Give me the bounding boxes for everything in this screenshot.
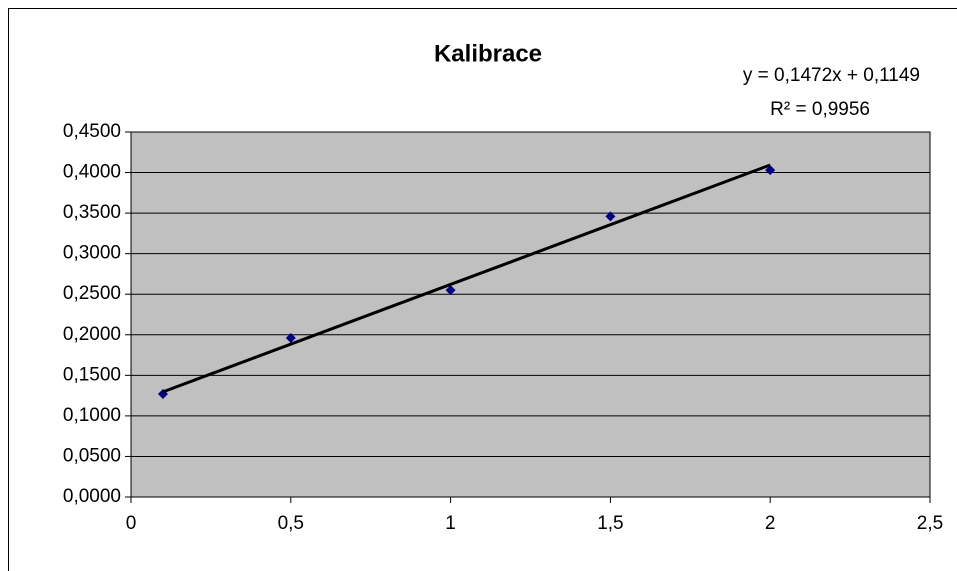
r-squared: R² = 0,9956 (770, 99, 870, 120)
y-tick-label: 0,0000 (63, 486, 121, 507)
chart-title: Kalibrace (434, 40, 542, 67)
y-tick-label: 0,2000 (63, 324, 121, 345)
plot-area (131, 132, 930, 497)
y-tick-label: 0,3000 (63, 243, 121, 264)
x-tick-label: 2 (765, 513, 776, 534)
x-tick-label: 2,5 (917, 513, 943, 534)
data-point (605, 211, 616, 222)
plot-border (130, 131, 931, 498)
y-tick-label: 0,2500 (63, 283, 121, 304)
x-tick-label: 1,5 (597, 513, 623, 534)
y-tick-label: 0,1000 (63, 405, 121, 426)
y-tick-label: 0,4000 (63, 162, 121, 183)
trendline (162, 163, 771, 394)
y-tick-label: 0,4500 (63, 121, 121, 142)
x-tick-label: 1 (445, 513, 456, 534)
y-tick-label: 0,3500 (63, 202, 121, 223)
x-tick-label: 0,5 (278, 513, 304, 534)
x-tick-label: 0 (126, 513, 137, 534)
y-tick-label: 0,0500 (63, 445, 121, 466)
y-tick-label: 0,1500 (63, 364, 121, 385)
data-point (765, 165, 776, 176)
data-point (285, 333, 296, 344)
data-point (445, 285, 456, 296)
trend-equation: y = 0,1472x + 0,1149 (743, 65, 920, 86)
